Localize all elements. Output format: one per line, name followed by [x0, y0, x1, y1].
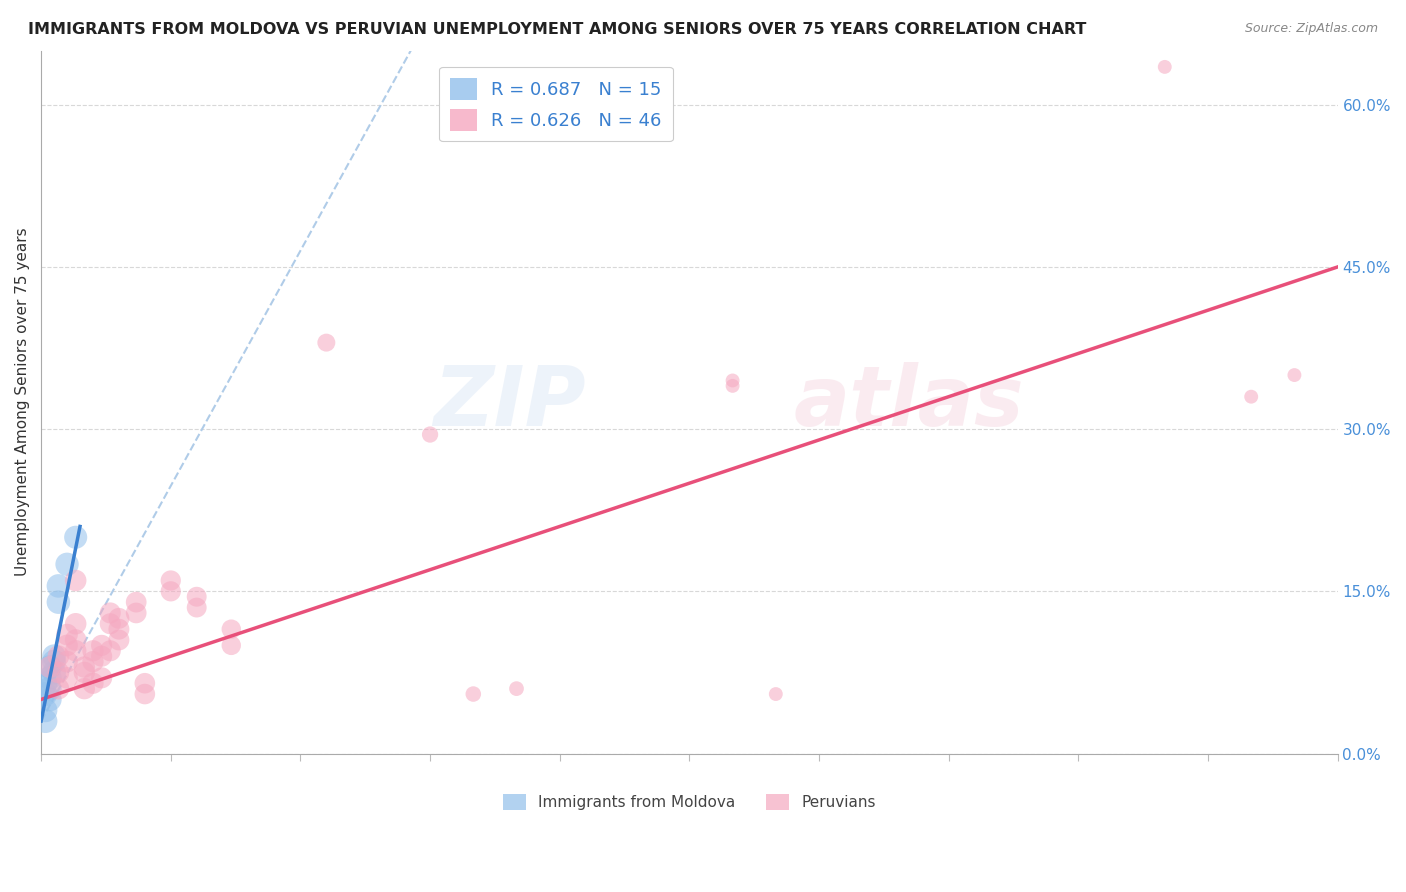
- Point: [56, 671, 79, 685]
- Point: [721, 379, 744, 393]
- Point: [34, 687, 56, 701]
- Point: [38, 660, 60, 674]
- Point: [1153, 60, 1175, 74]
- Point: [56, 627, 79, 641]
- Point: [463, 687, 485, 701]
- Point: [98, 606, 121, 620]
- Point: [65, 530, 87, 544]
- Point: [315, 335, 337, 350]
- Point: [219, 639, 242, 653]
- Point: [48, 595, 70, 609]
- Point: [134, 687, 156, 701]
- Point: [38, 692, 60, 706]
- Point: [505, 681, 527, 696]
- Point: [42, 649, 65, 664]
- Text: IMMIGRANTS FROM MOLDOVA VS PERUVIAN UNEMPLOYMENT AMONG SENIORS OVER 75 YEARS COR: IMMIGRANTS FROM MOLDOVA VS PERUVIAN UNEM…: [28, 22, 1087, 37]
- Point: [34, 714, 56, 728]
- Point: [56, 655, 79, 669]
- Point: [38, 671, 60, 685]
- Point: [73, 660, 96, 674]
- Point: [48, 579, 70, 593]
- Point: [219, 622, 242, 636]
- Point: [82, 676, 104, 690]
- Point: [159, 574, 181, 588]
- Text: ZIP: ZIP: [433, 361, 586, 442]
- Legend: Immigrants from Moldova, Peruvians: Immigrants from Moldova, Peruvians: [496, 788, 882, 816]
- Point: [1240, 390, 1263, 404]
- Point: [56, 558, 79, 572]
- Point: [38, 660, 60, 674]
- Point: [108, 632, 131, 647]
- Point: [42, 665, 65, 680]
- Point: [82, 655, 104, 669]
- Point: [1284, 368, 1306, 382]
- Point: [48, 681, 70, 696]
- Point: [186, 590, 208, 604]
- Point: [65, 574, 87, 588]
- Point: [765, 687, 787, 701]
- Point: [90, 649, 112, 664]
- Point: [159, 584, 181, 599]
- Point: [98, 644, 121, 658]
- Point: [82, 644, 104, 658]
- Point: [186, 600, 208, 615]
- Point: [42, 655, 65, 669]
- Point: [419, 427, 441, 442]
- Point: [98, 616, 121, 631]
- Point: [48, 665, 70, 680]
- Point: [34, 676, 56, 690]
- Point: [125, 595, 148, 609]
- Point: [721, 374, 744, 388]
- Point: [56, 639, 79, 653]
- Point: [108, 611, 131, 625]
- Point: [38, 681, 60, 696]
- Point: [108, 622, 131, 636]
- Point: [34, 703, 56, 717]
- Point: [73, 681, 96, 696]
- Point: [90, 671, 112, 685]
- Point: [125, 606, 148, 620]
- Point: [90, 639, 112, 653]
- Text: atlas: atlas: [793, 361, 1024, 442]
- Point: [65, 644, 87, 658]
- Y-axis label: Unemployment Among Seniors over 75 years: Unemployment Among Seniors over 75 years: [15, 227, 30, 576]
- Point: [73, 665, 96, 680]
- Point: [65, 616, 87, 631]
- Point: [134, 676, 156, 690]
- Text: Source: ZipAtlas.com: Source: ZipAtlas.com: [1244, 22, 1378, 36]
- Point: [48, 649, 70, 664]
- Point: [65, 632, 87, 647]
